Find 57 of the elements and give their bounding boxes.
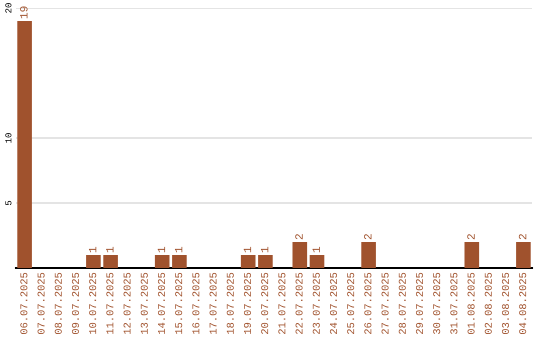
x-tick-label: 16.07.2025 [192,272,200,334]
x-tick-label: 20.07.2025 [261,272,268,334]
x-tick-label: 08.07.2025 [54,272,62,334]
x-tick-label: 14.07.2025 [158,272,165,334]
data-label: 1 [260,246,268,252]
bar [464,242,480,268]
bar [17,21,32,268]
x-tick-label: 15.07.2025 [175,272,182,334]
bar [154,255,170,268]
y-tick-label: 5 [5,200,12,206]
data-label: 1 [158,246,166,252]
x-tick-label: 10.07.2025 [89,272,96,334]
x-tick-label: 29.07.2025 [416,272,423,334]
data-label: 1 [88,246,96,252]
bar [310,255,324,268]
x-tick-label: 06.07.2025 [20,272,28,334]
x-tick-label: 13.07.2025 [140,272,148,334]
bar [240,255,256,268]
data-label: 1 [312,246,320,252]
x-tick-label: 23.07.2025 [312,272,320,334]
data-label: 1 [174,246,182,252]
bar [292,242,308,268]
x-tick-label: 21.07.2025 [278,272,286,334]
y-tick-label: 20 [5,3,12,13]
x-tick-label: 27.07.2025 [382,272,389,334]
x-tick-label: 24.07.2025 [330,272,337,334]
x-tick-label: 18.07.2025 [226,272,234,334]
data-label: 1 [244,246,252,252]
x-tick-label: 19.07.2025 [244,272,251,334]
x-tick-label: 31.07.2025 [450,272,458,334]
x-tick-label: 22.07.2025 [296,272,303,334]
data-label: 1 [106,246,114,252]
x-tick-label: 26.07.2025 [364,272,372,334]
data-label: 2 [518,234,526,240]
bar [258,255,273,268]
x-tick-label: 17.07.2025 [210,272,217,334]
bar [361,242,376,268]
x-tick-label: 02.08.2025 [484,272,492,334]
x-tick-label: 25.07.2025 [347,272,354,334]
x-tick-label: 03.08.2025 [502,272,509,334]
bar [516,242,531,268]
x-tick-label: 11.07.2025 [106,272,114,334]
bar [172,255,187,268]
data-label: 2 [467,234,475,240]
data-label: 19 [20,6,28,18]
x-tick-label: 07.07.2025 [38,272,45,334]
bar [103,255,118,268]
x-tick-label: 30.07.2025 [433,272,440,334]
x-tick-label: 12.07.2025 [124,272,131,334]
data-label: 2 [364,234,372,240]
x-tick-label: 09.07.2025 [72,272,79,334]
x-tick-label: 04.08.2025 [519,272,526,334]
y-tick-label: 10 [5,133,12,143]
bar [86,255,101,268]
data-label: 2 [295,234,303,240]
x-tick-label: 01.08.2025 [468,272,475,334]
x-tick-label: 28.07.2025 [398,272,406,334]
